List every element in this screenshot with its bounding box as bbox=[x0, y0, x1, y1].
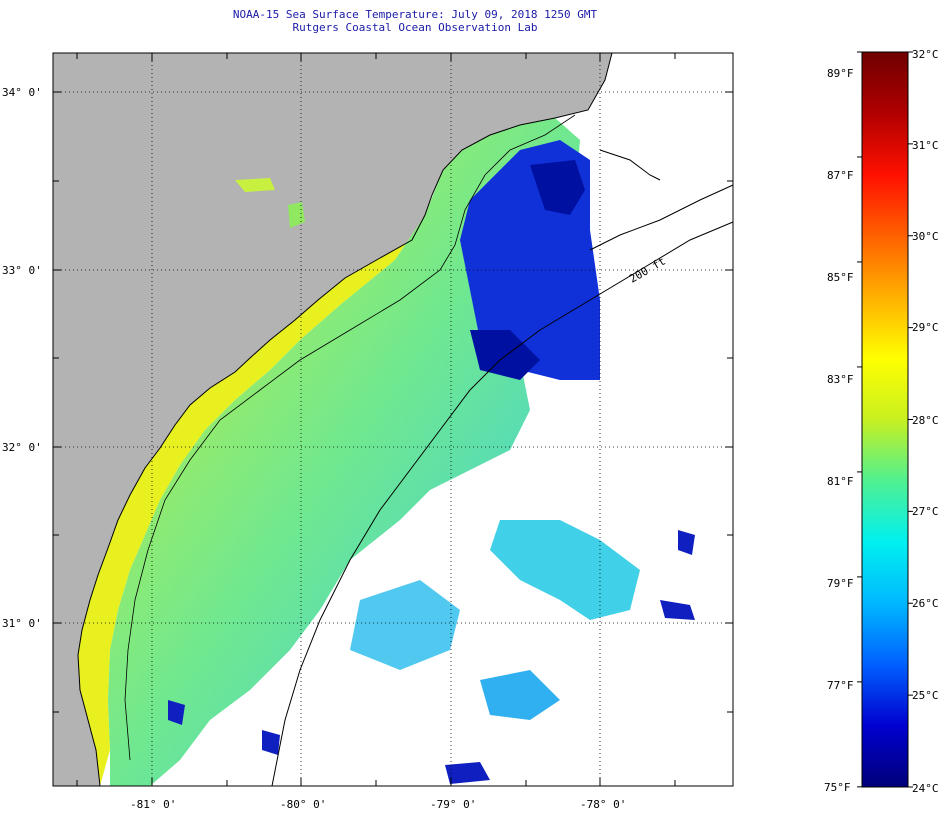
cool-water-core bbox=[470, 330, 540, 380]
offshore-patch bbox=[660, 600, 695, 620]
fahrenheit-label: 75°F bbox=[824, 781, 851, 794]
lon-label: -80° 0' bbox=[280, 798, 326, 811]
coastline-outer-banks bbox=[589, 149, 734, 251]
lon-label: -79° 0' bbox=[430, 798, 476, 811]
lat-label: 32° 0' bbox=[2, 441, 42, 454]
coastline bbox=[77, 52, 613, 787]
celsius-label: 27°C bbox=[912, 505, 939, 518]
offshore-patch bbox=[168, 700, 185, 725]
offshore-patch bbox=[445, 762, 490, 784]
warm-shelf-water bbox=[78, 215, 425, 786]
celsius-label: 24°C bbox=[912, 782, 939, 795]
lat-label: 31° 0' bbox=[2, 617, 42, 630]
fahrenheit-label: 85°F bbox=[827, 271, 854, 284]
shelf-water bbox=[108, 118, 580, 786]
fahrenheit-label: 81°F bbox=[827, 475, 854, 488]
celsius-ticks bbox=[908, 51, 913, 788]
celsius-label: 28°C bbox=[912, 414, 939, 427]
offshore-patch bbox=[350, 580, 460, 670]
map-subtitle: Rutgers Coastal Ocean Observation Lab bbox=[292, 21, 538, 34]
axis-ticks bbox=[53, 53, 733, 786]
celsius-label: 25°C bbox=[912, 689, 939, 702]
map-frame bbox=[52, 52, 734, 787]
fahrenheit-label: 83°F bbox=[827, 373, 854, 386]
colorbar: 89°F 87°F 85°F 83°F 81°F 79°F 77°F 75°F … bbox=[824, 48, 939, 795]
fahrenheit-label: 89°F bbox=[827, 67, 854, 80]
fahrenheit-label: 79°F bbox=[827, 577, 854, 590]
celsius-label: 30°C bbox=[912, 230, 939, 243]
offshore-patch bbox=[490, 520, 640, 620]
cool-water-core bbox=[530, 160, 585, 215]
graticule bbox=[53, 53, 733, 786]
fahrenheit-ticks bbox=[857, 51, 862, 788]
lon-label: -78° 0' bbox=[580, 798, 626, 811]
celsius-label: 32°C bbox=[912, 48, 939, 61]
offshore-patch bbox=[678, 530, 695, 555]
fahrenheit-label: 87°F bbox=[827, 169, 854, 182]
land-mass bbox=[53, 53, 612, 786]
offshore-patch bbox=[480, 670, 560, 720]
isobath-shelf bbox=[124, 114, 576, 761]
sst-map: 200 ft -81° 0' -80° 0' -79° 0' bbox=[2, 52, 734, 811]
map-title: NOAA-15 Sea Surface Temperature: July 09… bbox=[232, 8, 598, 21]
colorbar-gradient bbox=[861, 51, 909, 788]
inland-lake bbox=[235, 178, 275, 192]
celsius-label: 29°C bbox=[912, 321, 939, 334]
celsius-label: 31°C bbox=[912, 139, 939, 152]
fahrenheit-label: 77°F bbox=[827, 679, 854, 692]
isobath-200ft bbox=[271, 221, 734, 787]
offshore-patch bbox=[262, 730, 280, 755]
lat-label: 34° 0' bbox=[2, 86, 42, 99]
lat-label: 33° 0' bbox=[2, 264, 42, 277]
celsius-label: 26°C bbox=[912, 597, 939, 610]
lon-label: -81° 0' bbox=[130, 798, 176, 811]
